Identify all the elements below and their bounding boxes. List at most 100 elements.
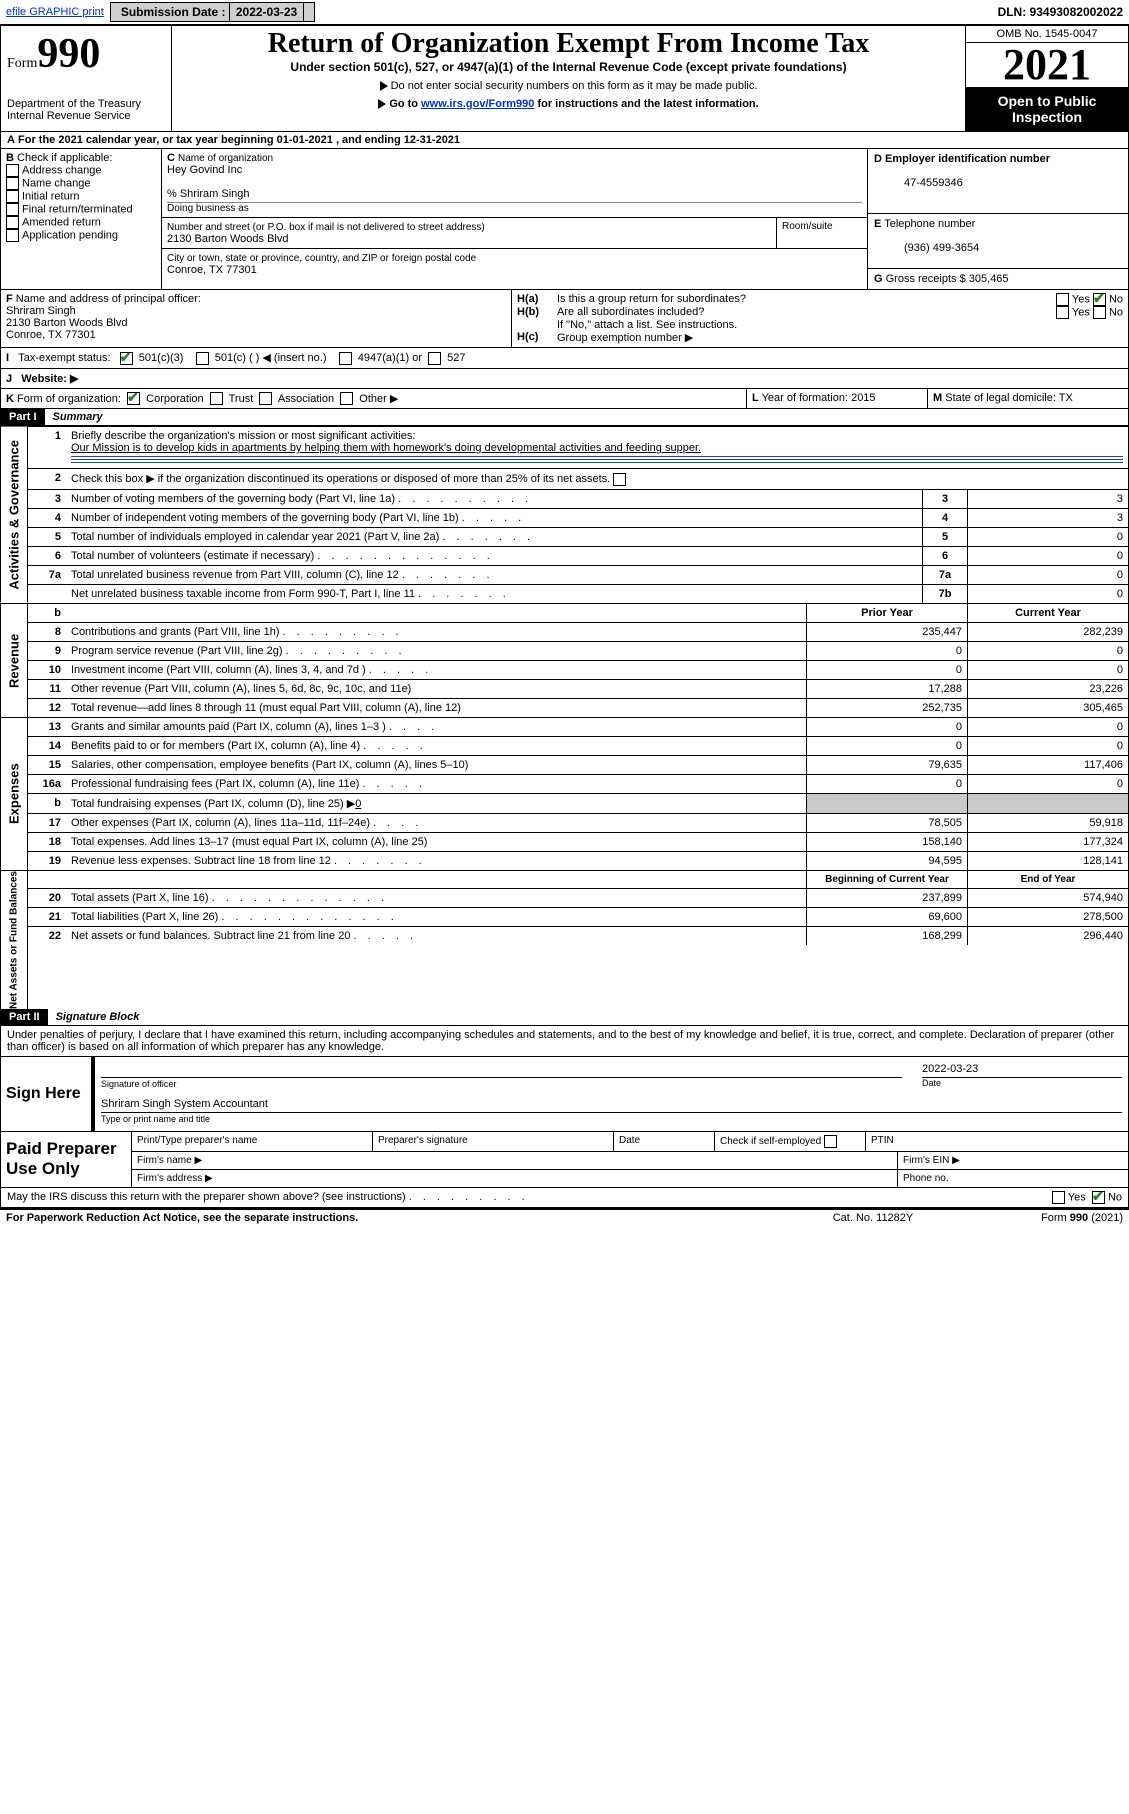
l1: Briefly describe the organization's miss… [71,430,415,442]
l-lbl: Year of formation: 2015 [762,392,876,404]
no: No [1109,293,1123,305]
l4: Number of independent voting members of … [71,512,459,524]
sub-label: Submission Date : [121,5,229,19]
l7b: Net unrelated business taxable income fr… [71,588,415,600]
cb-501c[interactable] [196,352,209,365]
cb-assoc[interactable] [259,392,272,405]
cb-ha-yes[interactable] [1056,293,1069,306]
cb-pending[interactable] [6,229,19,242]
dept-treasury: Department of the Treasury [7,98,165,110]
part1-header: Part ISummary [0,409,1129,426]
v6: 0 [968,546,1129,565]
p12: 252,735 [807,698,968,717]
k4: Other ▶ [359,393,398,405]
typed: Shriram Singh System Accountant [101,1098,268,1110]
paid-lbl: Paid Preparer Use Only [1,1132,132,1187]
sec-exp: Expenses 13Grants and similar amounts pa… [0,717,1129,870]
eoy: End of Year [968,870,1129,888]
line-a: A For the 2021 calendar year, or tax yea… [0,132,1129,149]
cb-501c3[interactable] [120,352,133,365]
hb: Are all subordinates included? [557,306,1056,319]
v5: 0 [968,527,1129,546]
p16a: 0 [807,774,968,793]
p10: 0 [807,660,968,679]
city-lbl: City or town, state or province, country… [167,253,476,264]
cb-discuss-no[interactable] [1092,1191,1105,1204]
b1: Address change [22,164,102,176]
l16b: Total fundraising expenses (Part IX, col… [71,798,355,810]
tax-year: 2021 [966,43,1128,87]
cb-amended[interactable] [6,216,19,229]
l13: Grants and similar amounts paid (Part IX… [71,721,386,733]
c20: 574,940 [968,888,1129,907]
form-subtitle: Under section 501(c), 527, or 4947(a)(1)… [174,60,963,74]
cb-hb-yes[interactable] [1056,306,1069,319]
i-lbl: Tax-exempt status: [18,352,110,364]
cb-l2[interactable] [613,473,626,486]
cat: Cat. No. 11282Y [773,1212,973,1224]
p13: 0 [807,717,968,736]
v7a: 0 [968,565,1129,584]
p21: 69,600 [807,907,968,926]
tri-icon [380,81,388,91]
sigoff-lbl: Signature of officer [101,1079,176,1089]
irs-label: Internal Revenue Service [7,110,165,122]
l15: Salaries, other compensation, employee b… [71,759,468,771]
hb-note: If "No," attach a list. See instructions… [557,319,1123,331]
c21: 278,500 [968,907,1129,926]
cb-527[interactable] [428,352,441,365]
cb-trust[interactable] [210,392,223,405]
i4: 527 [447,352,465,364]
form-word: Form [7,56,37,71]
cb-corp[interactable] [127,392,140,405]
sec-na: Net Assets or Fund Balances Beginning of… [0,870,1129,1009]
efile-link[interactable]: efile GRAPHIC print [6,6,104,18]
goto: Go to [389,98,421,110]
p18: 158,140 [807,832,968,851]
k3: Association [278,393,334,405]
firm: Firm's name ▶ [132,1152,898,1169]
cb-self[interactable] [824,1135,837,1148]
c10: 0 [968,660,1129,679]
b2: Name change [22,177,91,189]
note1: Do not enter social security numbers on … [391,80,758,92]
v4: 3 [968,508,1129,527]
paid-preparer: Paid Preparer Use Only Print/Type prepar… [0,1132,1129,1188]
c19: 128,141 [968,851,1129,870]
fh-row: F Name and address of principal officer:… [0,290,1129,348]
i1: 501(c)(3) [139,352,184,364]
v7b: 0 [968,584,1129,603]
cb-other[interactable] [340,392,353,405]
cy: Current Year [968,603,1129,622]
ptin: PTIN [866,1132,1128,1151]
l11: Other revenue (Part VIII, column (A), li… [71,683,411,695]
c13: 0 [968,717,1129,736]
i-row: I Tax-exempt status: 501(c)(3) 501(c) ( … [0,348,1129,369]
l9: Program service revenue (Part VIII, line… [71,645,283,657]
cb-name[interactable] [6,177,19,190]
tri-icon [378,99,386,109]
cb-hb-no[interactable] [1093,306,1106,319]
c9: 0 [968,641,1129,660]
cb-final[interactable] [6,203,19,216]
d-lbl: Employer identification number [885,153,1050,165]
irs-link[interactable]: www.irs.gov/Form990 [421,98,534,110]
cb-4947[interactable] [339,352,352,365]
p20: 237,899 [807,888,968,907]
l10: Investment income (Part VIII, column (A)… [71,664,366,676]
form-title: Return of Organization Exempt From Incom… [174,28,963,60]
cb-initial[interactable] [6,190,19,203]
cb-address[interactable] [6,164,19,177]
mission: Our Mission is to develop kids in apartm… [71,442,701,454]
cb-ha-no[interactable] [1093,293,1106,306]
exp-table: 13Grants and similar amounts paid (Part … [28,717,1128,870]
c18: 177,324 [968,832,1129,851]
j-row: J Website: ▶ [0,369,1129,389]
cb-discuss-yes[interactable] [1052,1191,1065,1204]
fno: No [1108,1191,1122,1203]
na-table: Beginning of Current YearEnd of Year 20T… [28,870,1128,945]
topbar: efile GRAPHIC print Submission Date : 20… [0,0,1129,25]
phone: (936) 499-3654 [904,242,979,254]
c-pct: % Shriram Singh [167,188,250,200]
no2: No [1109,306,1123,318]
